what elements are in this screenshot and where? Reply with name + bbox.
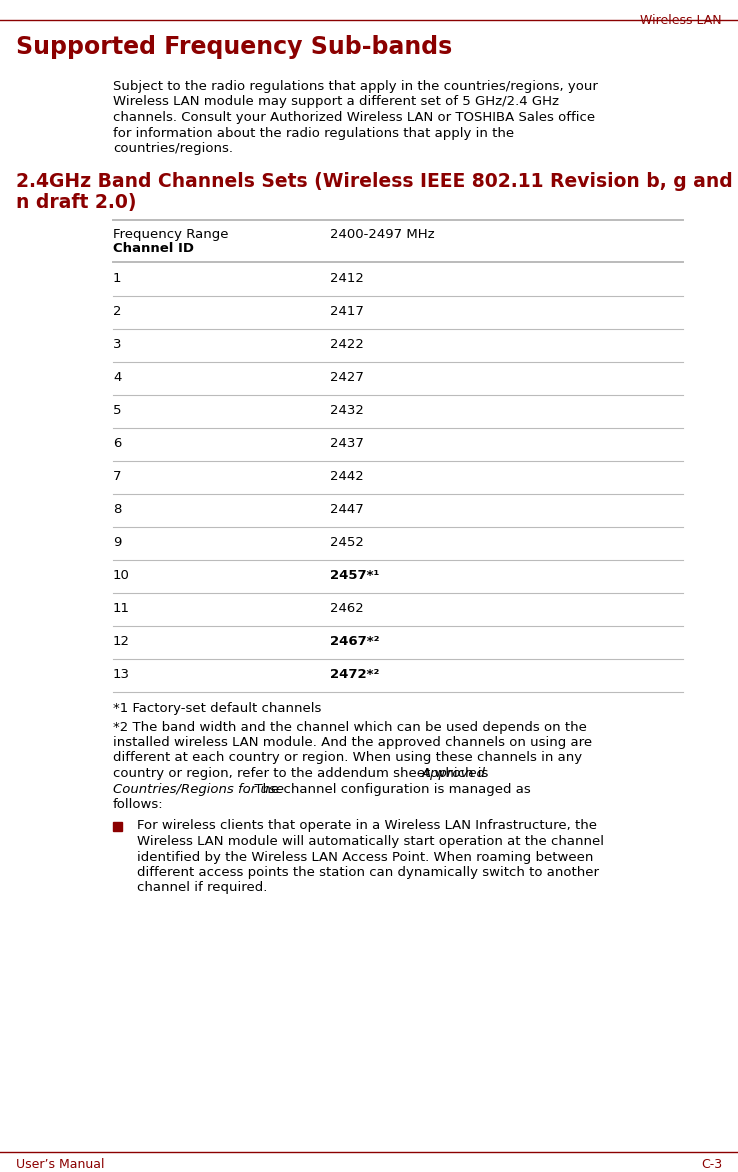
Text: 7: 7	[113, 470, 122, 483]
Text: 2442: 2442	[330, 470, 364, 483]
Text: channels. Consult your Authorized Wireless LAN or TOSHIBA Sales office: channels. Consult your Authorized Wirele…	[113, 111, 595, 124]
Text: 2427: 2427	[330, 372, 364, 384]
Text: n draft 2.0): n draft 2.0)	[16, 193, 137, 212]
Text: different at each country or region. When using these channels in any: different at each country or region. Whe…	[113, 751, 582, 764]
Text: 2400-2497 MHz: 2400-2497 MHz	[330, 229, 435, 241]
Text: 2472*²: 2472*²	[330, 668, 379, 681]
Text: Frequency Range: Frequency Range	[113, 229, 229, 241]
Text: 2457*¹: 2457*¹	[330, 568, 379, 582]
Text: channel if required.: channel if required.	[137, 881, 267, 894]
Text: 2: 2	[113, 305, 122, 318]
Text: country or region, refer to the addendum sheet which is: country or region, refer to the addendum…	[113, 766, 493, 781]
Text: for information about the radio regulations that apply in the: for information about the radio regulati…	[113, 127, 514, 139]
Text: follows:: follows:	[113, 798, 164, 811]
Text: different access points the station can dynamically switch to another: different access points the station can …	[137, 866, 599, 879]
Text: User’s Manual: User’s Manual	[16, 1158, 105, 1171]
Text: 2447: 2447	[330, 503, 364, 516]
Text: 2452: 2452	[330, 536, 364, 548]
Text: For wireless clients that operate in a Wireless LAN Infrastructure, the: For wireless clients that operate in a W…	[137, 819, 597, 832]
Text: 2462: 2462	[330, 602, 364, 615]
Text: installed wireless LAN module. And the approved channels on using are: installed wireless LAN module. And the a…	[113, 736, 592, 749]
Text: Supported Frequency Sub-bands: Supported Frequency Sub-bands	[16, 35, 452, 59]
Text: 11: 11	[113, 602, 130, 615]
Bar	[113, 822, 122, 831]
Text: Approved: Approved	[422, 766, 486, 781]
Text: 3: 3	[113, 338, 122, 350]
Text: 4: 4	[113, 372, 121, 384]
Text: Wireless LAN: Wireless LAN	[641, 14, 722, 27]
Text: 12: 12	[113, 635, 130, 648]
Text: Subject to the radio regulations that apply in the countries/regions, your: Subject to the radio regulations that ap…	[113, 80, 598, 93]
Text: Wireless LAN module will automatically start operation at the channel: Wireless LAN module will automatically s…	[137, 834, 604, 849]
Text: identified by the Wireless LAN Access Point. When roaming between: identified by the Wireless LAN Access Po…	[137, 851, 593, 864]
Text: 13: 13	[113, 668, 130, 681]
Text: 2432: 2432	[330, 404, 364, 417]
Text: 2.4GHz Band Channels Sets (Wireless IEEE 802.11 Revision b, g and: 2.4GHz Band Channels Sets (Wireless IEEE…	[16, 172, 733, 191]
Text: C-3: C-3	[701, 1158, 722, 1171]
Text: 9: 9	[113, 536, 121, 548]
Text: 2467*²: 2467*²	[330, 635, 379, 648]
Text: 6: 6	[113, 437, 121, 450]
Text: Countries/Regions for use: Countries/Regions for use	[113, 783, 284, 796]
Text: 2417: 2417	[330, 305, 364, 318]
Text: countries/regions.: countries/regions.	[113, 142, 233, 155]
Text: Wireless LAN module may support a different set of 5 GHz/2.4 GHz: Wireless LAN module may support a differ…	[113, 95, 559, 109]
Text: 2437: 2437	[330, 437, 364, 450]
Text: 2412: 2412	[330, 272, 364, 285]
Text: Channel ID: Channel ID	[113, 241, 194, 255]
Text: 10: 10	[113, 568, 130, 582]
Text: 5: 5	[113, 404, 122, 417]
Text: *2 The band width and the channel which can be used depends on the: *2 The band width and the channel which …	[113, 721, 587, 734]
Text: 1: 1	[113, 272, 122, 285]
Text: 8: 8	[113, 503, 121, 516]
Text: 2422: 2422	[330, 338, 364, 350]
Text: *1 Factory-set default channels: *1 Factory-set default channels	[113, 702, 321, 715]
Text: . The channel configuration is managed as: . The channel configuration is managed a…	[246, 783, 530, 796]
